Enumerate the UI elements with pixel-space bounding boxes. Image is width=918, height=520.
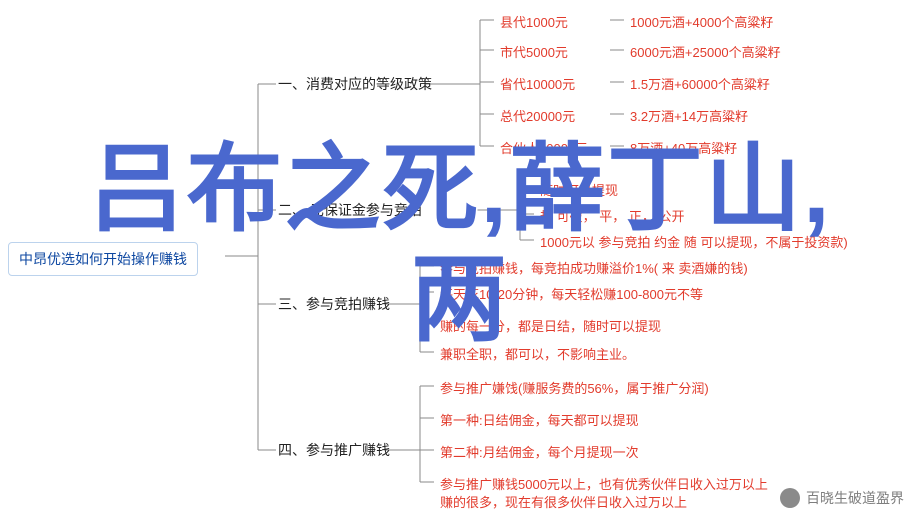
- wechat-icon: [780, 488, 800, 508]
- leaf-label: 规 可破， 平， 正， 公开: [540, 206, 684, 225]
- leaf-label: 合伙人50000元: [500, 138, 588, 157]
- branch-label[interactable]: 三、参与竞拍赚钱: [278, 294, 390, 314]
- leaf-label: 总代20000元: [500, 106, 575, 125]
- watermark-text: 百晓生破道盈界: [806, 488, 904, 508]
- leaf-label: 参与竞拍赚钱，每竞拍成功赚溢价1%( 来 卖酒嫌的钱): [440, 258, 748, 277]
- leaf-label: 每天花10-20分钟，每天轻松赚100-800元不等: [440, 284, 703, 303]
- leaf-value: 1.5万酒+60000个高粱籽: [630, 74, 770, 93]
- leaf-value: 1000元酒+4000个高粱籽: [630, 12, 773, 31]
- leaf-label: 赚的每一分，都是日结，随时可以提现: [440, 316, 661, 335]
- leaf-label: 参与推广嫌饯(赚服务费的56%，属于推广分润): [440, 378, 709, 397]
- leaf-label: 县代1000元: [500, 12, 568, 31]
- mindmap-canvas: 中昂优选如何开始操作赚钱 一、消费对应的等级政策 县代1000元 1000元酒+40…: [0, 0, 918, 520]
- leaf-label: 第二种:月结佣金，每个月提现一次: [440, 442, 639, 461]
- wechat-watermark: 百晓生破道盈界: [780, 488, 904, 508]
- branch-label[interactable]: 一、消费对应的等级政策: [278, 74, 432, 94]
- leaf-label: 随时可以提现: [540, 180, 618, 199]
- leaf-value: 8万酒+40万高粱籽: [630, 138, 737, 157]
- leaf-label: 赚的很多，现在有很多伙伴日收入过万以上: [440, 492, 687, 511]
- leaf-value: 3.2万酒+14万高粱籽: [630, 106, 748, 125]
- leaf-value: 6000元酒+25000个高粱籽: [630, 42, 781, 61]
- leaf-label: 第一种:日结佣金，每天都可以提现: [440, 410, 639, 429]
- branch-label[interactable]: 二、 元保证金参与竞拍: [278, 200, 422, 220]
- leaf-label: 市代5000元: [500, 42, 568, 61]
- leaf-label: 参与推广赚钱5000元以上，也有优秀伙伴日收入过万以上: [440, 474, 768, 493]
- root-node[interactable]: 中昂优选如何开始操作赚钱: [8, 242, 198, 276]
- branch-label[interactable]: 四、参与推广赚钱: [278, 440, 390, 460]
- leaf-label: 1000元以 参与竞拍 约金 随 可以提现，不属于投资款): [540, 232, 848, 251]
- leaf-label: 兼职全职，都可以，不影响主业。: [440, 344, 635, 363]
- leaf-label: 省代10000元: [500, 74, 575, 93]
